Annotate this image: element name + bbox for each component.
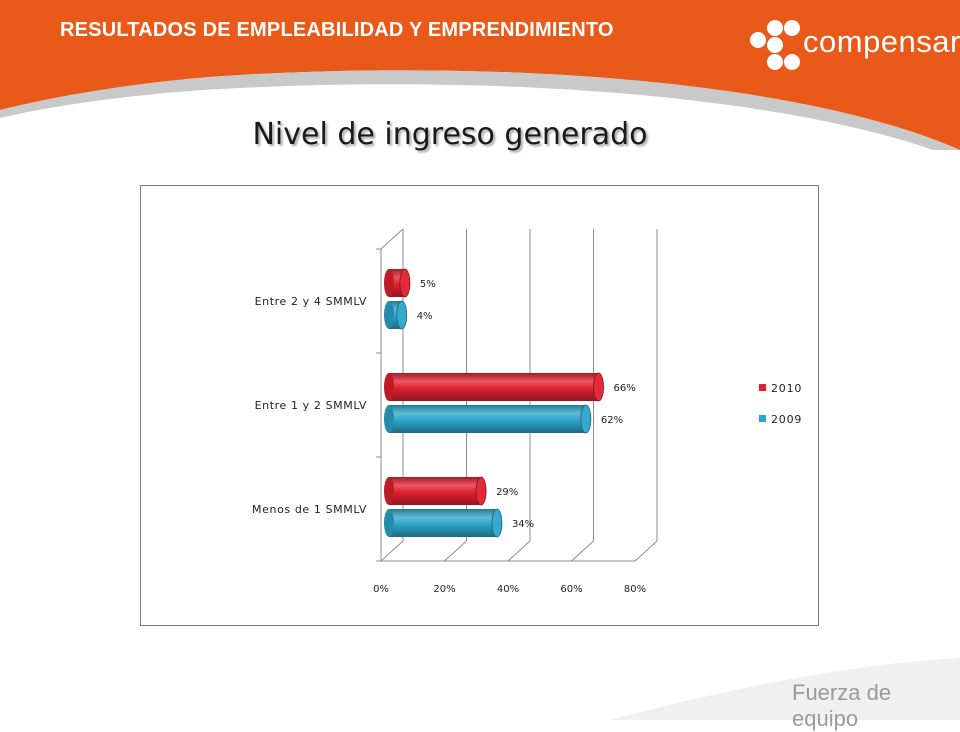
bar-start-cap bbox=[384, 405, 394, 433]
data-label: 34% bbox=[512, 519, 534, 530]
bar-end-cap bbox=[491, 508, 503, 538]
x-tick-label: 0% bbox=[373, 584, 389, 595]
data-label: 29% bbox=[496, 487, 518, 498]
floor-gridline bbox=[507, 540, 531, 562]
bar-start-cap bbox=[384, 373, 394, 401]
bar-2010 bbox=[389, 477, 482, 505]
category-label: Menos de 1 SMMLV bbox=[252, 503, 367, 516]
category-label: Entre 2 y 4 SMMLV bbox=[255, 295, 367, 308]
x-tick-label: 80% bbox=[624, 584, 646, 595]
bar-end-cap bbox=[396, 300, 408, 330]
data-label: 66% bbox=[614, 383, 636, 394]
bar-start-cap bbox=[384, 509, 394, 537]
floor-gridline bbox=[380, 540, 404, 562]
data-label: 4% bbox=[417, 311, 433, 322]
axis-top-edge bbox=[380, 228, 404, 250]
bar-end-cap bbox=[475, 476, 487, 506]
x-tick-label: 60% bbox=[560, 584, 582, 595]
chart-frame: 0% 20% 40% 60% 80% Entre 2 y 4 SMMLV 5% 4% Entre… bbox=[140, 185, 819, 626]
bar-start-cap bbox=[384, 477, 394, 505]
footer-tagline: Fuerza de equipo bbox=[792, 680, 892, 731]
slide-title: Nivel de ingreso generado bbox=[252, 117, 648, 152]
floor-gridline bbox=[571, 540, 594, 562]
data-label: 5% bbox=[420, 279, 436, 290]
bar-start-cap bbox=[384, 269, 394, 297]
legend-swatch-2010 bbox=[759, 384, 766, 391]
floor-gridline bbox=[444, 540, 467, 562]
legend-label: 2009 bbox=[771, 413, 802, 426]
x-tick-label: 40% bbox=[497, 584, 519, 595]
bar-2009 bbox=[389, 405, 586, 433]
bottom-decoration bbox=[610, 658, 960, 720]
compensar-logo-icon bbox=[750, 20, 800, 70]
bar-2009 bbox=[389, 509, 497, 537]
floor-gridline bbox=[634, 540, 658, 562]
logo-text: compensar bbox=[803, 24, 960, 59]
legend-swatch-2009 bbox=[759, 415, 766, 422]
bar-end-cap bbox=[580, 404, 592, 434]
header-banner bbox=[0, 0, 960, 150]
legend-label: 2010 bbox=[771, 382, 802, 395]
data-label: 62% bbox=[601, 415, 623, 426]
x-tick-label: 20% bbox=[433, 584, 455, 595]
bar-end-cap bbox=[593, 372, 604, 402]
category-label: Entre 1 y 2 SMMLV bbox=[255, 399, 367, 412]
banner-title: RESULTADOS DE EMPLEABILIDAD Y EMPRENDIMI… bbox=[60, 19, 614, 41]
bar-chart: 0% 20% 40% 60% 80% Entre 2 y 4 SMMLV 5% 4% Entre… bbox=[252, 228, 802, 595]
bar-end-cap bbox=[399, 268, 411, 298]
bar-start-cap bbox=[384, 301, 394, 329]
bar-2010 bbox=[389, 373, 599, 401]
